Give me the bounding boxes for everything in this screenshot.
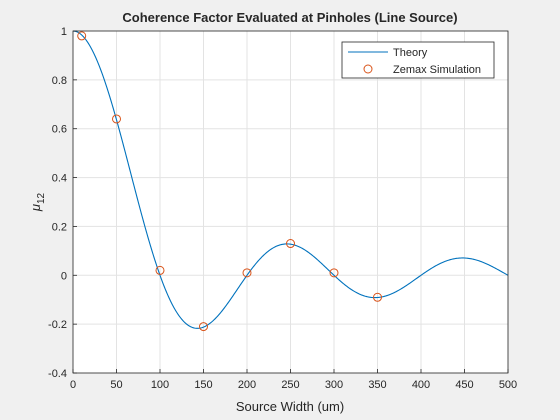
- simulation-point: [112, 114, 121, 124]
- x-tick-label: 200: [238, 379, 256, 391]
- simulation-point: [77, 31, 87, 41]
- tick-labels: 0 50 100 150 200 250 300 350 400 450 500 -0.4 -0.2 0 0…: [48, 26, 517, 391]
- svg-text:μ12: μ12: [28, 192, 47, 212]
- y-axis-label: μ12: [28, 192, 47, 212]
- x-tick-label: 300: [325, 379, 343, 391]
- x-tick-label: 100: [151, 379, 169, 391]
- y-axis-label-subscript: 12: [36, 192, 47, 204]
- simulation-point: [242, 268, 252, 278]
- chart-title: Coherence Factor Evaluated at Pinholes (…: [122, 10, 457, 25]
- y-tick-label: 0.2: [52, 221, 67, 233]
- y-tick-label: 0.4: [52, 173, 67, 185]
- y-tick-label: 0: [61, 270, 67, 282]
- y-tick-label: 0.6: [52, 124, 67, 136]
- x-tick-label: 150: [194, 379, 212, 391]
- simulation-point: [373, 292, 382, 302]
- x-tick-label: 250: [281, 379, 299, 391]
- y-axis-label-symbol: μ: [28, 204, 43, 212]
- legend-box: [341, 41, 495, 79]
- x-tick-label: 350: [368, 379, 386, 391]
- series-layer: [72, 30, 509, 332]
- simulation-point: [286, 239, 295, 249]
- y-tick-label: -0.4: [48, 368, 67, 380]
- simulation-point: [329, 268, 339, 278]
- x-axis-label: Source Width (um): [236, 399, 344, 414]
- x-tick-label: 400: [412, 379, 430, 391]
- legend-simulation-label: Zemax Simulation: [393, 64, 481, 76]
- x-tick-label: 450: [455, 379, 473, 391]
- simulation-point: [155, 265, 165, 275]
- y-tick-label: 1: [61, 26, 67, 38]
- x-tick-label: 50: [110, 379, 122, 391]
- legend: Theory Zemax Simulation: [341, 41, 495, 79]
- y-tick-label: 0.8: [52, 75, 67, 87]
- ticks: [72, 30, 509, 374]
- simulation-point: [199, 322, 208, 332]
- x-tick-label: 0: [70, 379, 76, 391]
- x-tick-label: 500: [499, 379, 517, 391]
- theory-line: [72, 30, 509, 329]
- y-tick-label: -0.2: [48, 319, 67, 331]
- legend-simulation-marker: [363, 64, 373, 74]
- legend-theory-label: Theory: [393, 47, 428, 59]
